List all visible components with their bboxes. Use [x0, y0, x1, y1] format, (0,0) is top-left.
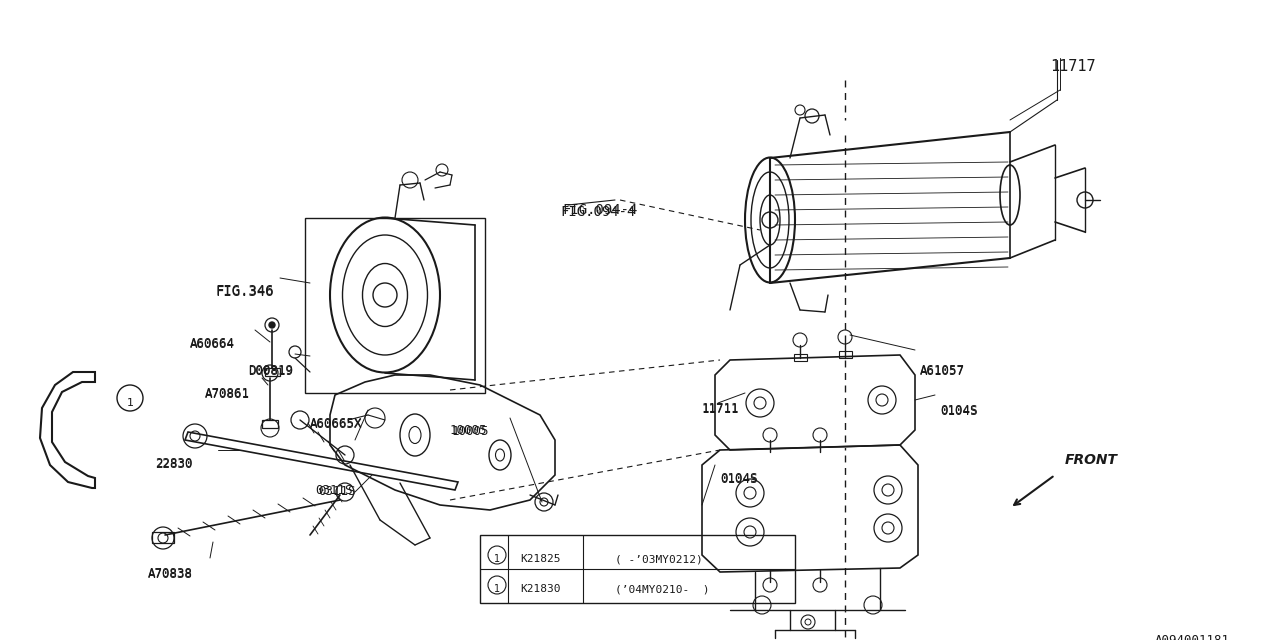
Bar — [838, 351, 852, 358]
Text: 22830: 22830 — [155, 457, 192, 470]
Text: A61057: A61057 — [920, 364, 965, 377]
Text: A60665X: A60665X — [310, 418, 362, 431]
Text: D00819: D00819 — [248, 364, 293, 377]
Text: ( -’03MY0212): ( -’03MY0212) — [614, 554, 703, 564]
Text: A70861: A70861 — [205, 387, 250, 400]
Text: 10005: 10005 — [451, 424, 488, 437]
Bar — [305, 218, 485, 393]
Bar — [262, 420, 278, 428]
Text: 1: 1 — [127, 398, 133, 408]
Bar — [794, 354, 806, 361]
Bar — [152, 532, 174, 543]
Text: K21830: K21830 — [520, 584, 561, 594]
Text: 0311S: 0311S — [315, 484, 352, 497]
Text: FIG.346: FIG.346 — [215, 285, 274, 299]
Text: A70838: A70838 — [148, 568, 193, 581]
Text: FRONT: FRONT — [1065, 453, 1117, 467]
Text: A61057: A61057 — [920, 365, 965, 378]
Text: 1: 1 — [494, 584, 500, 594]
Text: K21825: K21825 — [520, 554, 561, 564]
Text: (’04MY0210-  ): (’04MY0210- ) — [614, 584, 709, 594]
Bar — [265, 368, 280, 376]
Text: 10005: 10005 — [452, 425, 489, 438]
Text: FIG.094-4: FIG.094-4 — [562, 203, 637, 217]
Text: A70861: A70861 — [205, 388, 250, 401]
Text: A70838: A70838 — [148, 567, 193, 580]
Text: 0311S: 0311S — [317, 485, 356, 498]
Text: 0104S: 0104S — [940, 405, 978, 418]
Text: 11717: 11717 — [1050, 59, 1096, 74]
Text: 0104S: 0104S — [719, 472, 758, 485]
Text: FIG.346: FIG.346 — [215, 284, 274, 298]
Text: 22830: 22830 — [155, 458, 192, 471]
Text: D00819: D00819 — [248, 365, 293, 378]
Circle shape — [269, 322, 275, 328]
Text: 11711: 11711 — [701, 402, 740, 415]
Bar — [480, 535, 795, 603]
Text: 11711: 11711 — [701, 403, 740, 416]
Text: 0104S: 0104S — [719, 473, 758, 486]
Text: A60665X: A60665X — [310, 417, 362, 430]
Text: A60664: A60664 — [189, 337, 236, 350]
Text: 0104S: 0104S — [940, 404, 978, 417]
Text: 1: 1 — [494, 554, 500, 564]
Text: A094001181: A094001181 — [1155, 634, 1230, 640]
Text: A60664: A60664 — [189, 338, 236, 351]
Text: FIG.094-4: FIG.094-4 — [561, 205, 635, 219]
